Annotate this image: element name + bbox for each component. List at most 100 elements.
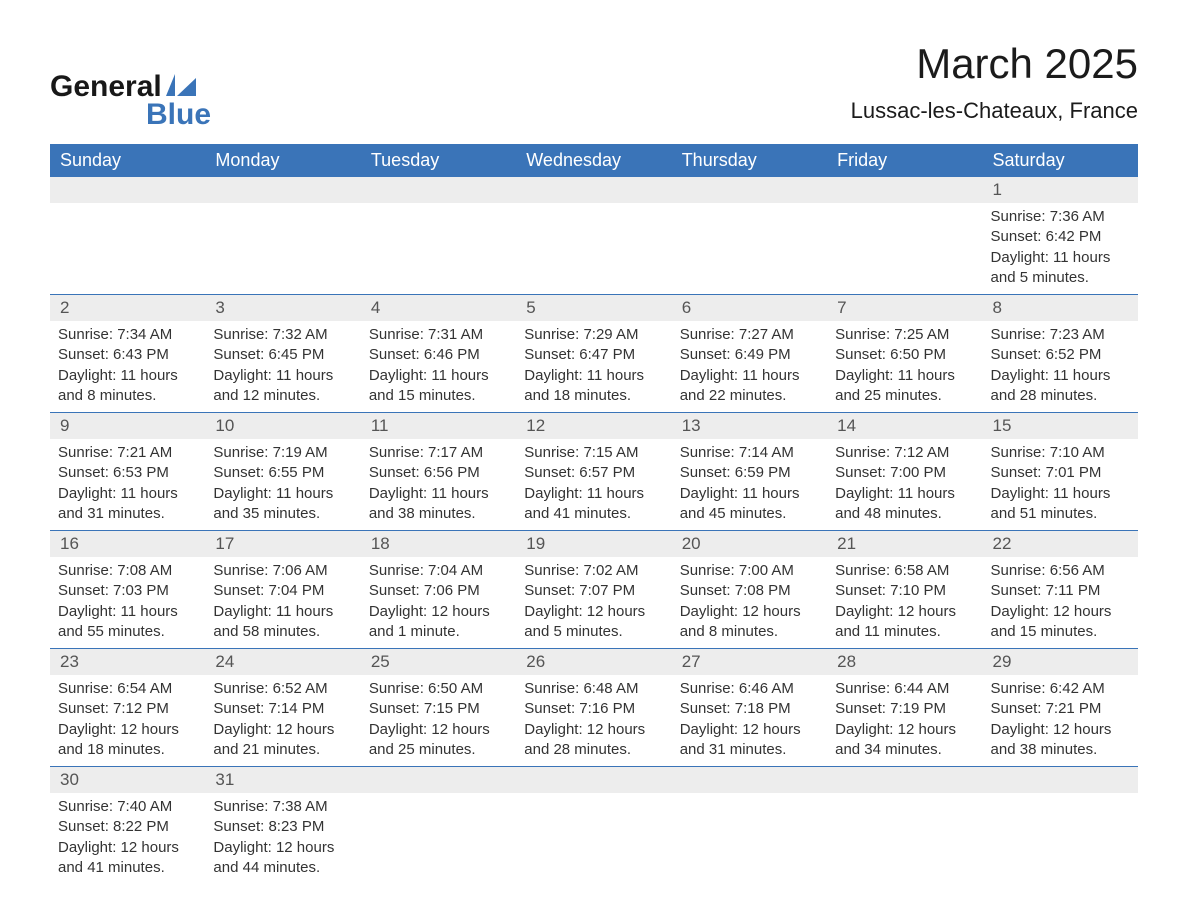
- day-body: [205, 203, 360, 213]
- sunrise-text: Sunrise: 7:21 AM: [58, 443, 197, 463]
- daylight-text: Daylight: 11 hours and 55 minutes.: [58, 602, 197, 643]
- logo-text-blue: Blue: [146, 98, 211, 132]
- day-number-bar: [827, 177, 982, 203]
- day-number-bar: [983, 767, 1138, 793]
- sunrise-text: Sunrise: 6:42 AM: [991, 679, 1130, 699]
- sunset-text: Sunset: 6:52 PM: [991, 345, 1130, 365]
- calendar-day-cell: 27Sunrise: 6:46 AMSunset: 7:18 PMDayligh…: [672, 649, 827, 767]
- sunset-text: Sunset: 6:49 PM: [680, 345, 819, 365]
- calendar-day-cell: 8Sunrise: 7:23 AMSunset: 6:52 PMDaylight…: [983, 295, 1138, 413]
- day-body: Sunrise: 7:02 AMSunset: 7:07 PMDaylight:…: [516, 557, 671, 648]
- sunrise-text: Sunrise: 7:27 AM: [680, 325, 819, 345]
- sunset-text: Sunset: 8:23 PM: [213, 817, 352, 837]
- day-body: Sunrise: 7:00 AMSunset: 7:08 PMDaylight:…: [672, 557, 827, 648]
- daylight-text: Daylight: 12 hours and 11 minutes.: [835, 602, 974, 643]
- sunset-text: Sunset: 7:18 PM: [680, 699, 819, 719]
- daylight-text: Daylight: 11 hours and 38 minutes.: [369, 484, 508, 525]
- day-number-bar: 18: [361, 531, 516, 557]
- sunrise-text: Sunrise: 7:25 AM: [835, 325, 974, 345]
- day-body: Sunrise: 6:50 AMSunset: 7:15 PMDaylight:…: [361, 675, 516, 766]
- day-body: Sunrise: 7:12 AMSunset: 7:00 PMDaylight:…: [827, 439, 982, 530]
- weekday-header-row: SundayMondayTuesdayWednesdayThursdayFrid…: [50, 144, 1138, 177]
- calendar-day-cell: 28Sunrise: 6:44 AMSunset: 7:19 PMDayligh…: [827, 649, 982, 767]
- sunrise-text: Sunrise: 7:14 AM: [680, 443, 819, 463]
- daylight-text: Daylight: 11 hours and 35 minutes.: [213, 484, 352, 525]
- day-number-bar: 19: [516, 531, 671, 557]
- sunset-text: Sunset: 7:04 PM: [213, 581, 352, 601]
- sunrise-text: Sunrise: 7:19 AM: [213, 443, 352, 463]
- sunset-text: Sunset: 7:12 PM: [58, 699, 197, 719]
- day-number-bar: 23: [50, 649, 205, 675]
- day-body: Sunrise: 7:23 AMSunset: 6:52 PMDaylight:…: [983, 321, 1138, 412]
- calendar-day-cell: 7Sunrise: 7:25 AMSunset: 6:50 PMDaylight…: [827, 295, 982, 413]
- calendar-day-cell: [827, 177, 982, 295]
- daylight-text: Daylight: 11 hours and 8 minutes.: [58, 366, 197, 407]
- daylight-text: Daylight: 11 hours and 25 minutes.: [835, 366, 974, 407]
- day-body: Sunrise: 7:31 AMSunset: 6:46 PMDaylight:…: [361, 321, 516, 412]
- location: Lussac-les-Chateaux, France: [851, 98, 1138, 124]
- calendar-body: 1Sunrise: 7:36 AMSunset: 6:42 PMDaylight…: [50, 177, 1138, 884]
- calendar-day-cell: [361, 767, 516, 885]
- sunrise-text: Sunrise: 7:40 AM: [58, 797, 197, 817]
- sunrise-text: Sunrise: 7:32 AM: [213, 325, 352, 345]
- sunset-text: Sunset: 6:47 PM: [524, 345, 663, 365]
- sunrise-text: Sunrise: 7:38 AM: [213, 797, 352, 817]
- logo-text-general: General: [50, 70, 162, 104]
- weekday-header: Wednesday: [516, 144, 671, 177]
- daylight-text: Daylight: 12 hours and 34 minutes.: [835, 720, 974, 761]
- daylight-text: Daylight: 11 hours and 51 minutes.: [991, 484, 1130, 525]
- calendar-day-cell: 14Sunrise: 7:12 AMSunset: 7:00 PMDayligh…: [827, 413, 982, 531]
- day-number-bar: 16: [50, 531, 205, 557]
- sunrise-text: Sunrise: 7:10 AM: [991, 443, 1130, 463]
- sunset-text: Sunset: 7:16 PM: [524, 699, 663, 719]
- sunrise-text: Sunrise: 7:08 AM: [58, 561, 197, 581]
- daylight-text: Daylight: 11 hours and 28 minutes.: [991, 366, 1130, 407]
- title-block: March 2025 Lussac-les-Chateaux, France: [851, 40, 1138, 124]
- logo: General Blue: [50, 70, 211, 132]
- calendar-day-cell: 17Sunrise: 7:06 AMSunset: 7:04 PMDayligh…: [205, 531, 360, 649]
- daylight-text: Daylight: 12 hours and 44 minutes.: [213, 838, 352, 879]
- day-body: Sunrise: 7:38 AMSunset: 8:23 PMDaylight:…: [205, 793, 360, 884]
- calendar-day-cell: 19Sunrise: 7:02 AMSunset: 7:07 PMDayligh…: [516, 531, 671, 649]
- day-body: Sunrise: 7:14 AMSunset: 6:59 PMDaylight:…: [672, 439, 827, 530]
- day-number-bar: 30: [50, 767, 205, 793]
- day-body: Sunrise: 6:44 AMSunset: 7:19 PMDaylight:…: [827, 675, 982, 766]
- sunset-text: Sunset: 6:46 PM: [369, 345, 508, 365]
- day-body: Sunrise: 7:36 AMSunset: 6:42 PMDaylight:…: [983, 203, 1138, 294]
- day-body: [516, 793, 671, 803]
- day-number-bar: 4: [361, 295, 516, 321]
- day-body: Sunrise: 6:56 AMSunset: 7:11 PMDaylight:…: [983, 557, 1138, 648]
- header: General Blue March 2025 Lussac-les-Chate…: [50, 40, 1138, 132]
- sunrise-text: Sunrise: 7:00 AM: [680, 561, 819, 581]
- daylight-text: Daylight: 11 hours and 18 minutes.: [524, 366, 663, 407]
- daylight-text: Daylight: 11 hours and 58 minutes.: [213, 602, 352, 643]
- day-number-bar: [50, 177, 205, 203]
- calendar-day-cell: [672, 767, 827, 885]
- day-body: Sunrise: 7:08 AMSunset: 7:03 PMDaylight:…: [50, 557, 205, 648]
- weekday-header: Tuesday: [361, 144, 516, 177]
- calendar-week-row: 2Sunrise: 7:34 AMSunset: 6:43 PMDaylight…: [50, 295, 1138, 413]
- day-number-bar: 9: [50, 413, 205, 439]
- sunset-text: Sunset: 6:57 PM: [524, 463, 663, 483]
- calendar-day-cell: 12Sunrise: 7:15 AMSunset: 6:57 PMDayligh…: [516, 413, 671, 531]
- day-body: Sunrise: 7:21 AMSunset: 6:53 PMDaylight:…: [50, 439, 205, 530]
- sunrise-text: Sunrise: 7:29 AM: [524, 325, 663, 345]
- day-body: [361, 793, 516, 803]
- day-number-bar: [205, 177, 360, 203]
- calendar-day-cell: 30Sunrise: 7:40 AMSunset: 8:22 PMDayligh…: [50, 767, 205, 885]
- day-number-bar: [827, 767, 982, 793]
- sunset-text: Sunset: 6:45 PM: [213, 345, 352, 365]
- calendar-week-row: 9Sunrise: 7:21 AMSunset: 6:53 PMDaylight…: [50, 413, 1138, 531]
- day-number-bar: 14: [827, 413, 982, 439]
- daylight-text: Daylight: 11 hours and 5 minutes.: [991, 248, 1130, 289]
- day-number-bar: 8: [983, 295, 1138, 321]
- calendar-day-cell: [516, 767, 671, 885]
- sunrise-text: Sunrise: 6:44 AM: [835, 679, 974, 699]
- day-body: Sunrise: 7:19 AMSunset: 6:55 PMDaylight:…: [205, 439, 360, 530]
- day-number-bar: 13: [672, 413, 827, 439]
- calendar-day-cell: [983, 767, 1138, 885]
- calendar-day-cell: 1Sunrise: 7:36 AMSunset: 6:42 PMDaylight…: [983, 177, 1138, 295]
- daylight-text: Daylight: 11 hours and 31 minutes.: [58, 484, 197, 525]
- daylight-text: Daylight: 12 hours and 5 minutes.: [524, 602, 663, 643]
- calendar-week-row: 23Sunrise: 6:54 AMSunset: 7:12 PMDayligh…: [50, 649, 1138, 767]
